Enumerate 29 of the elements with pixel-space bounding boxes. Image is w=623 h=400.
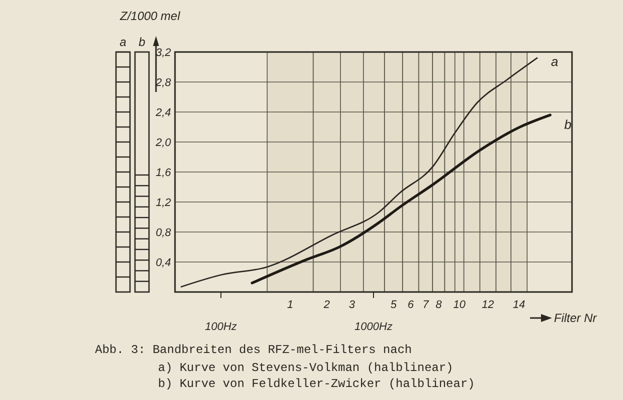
text: b) Kurve von Feldkeller-Zwicker (halblinear) xyxy=(158,377,475,391)
band-label: 12 xyxy=(482,299,494,311)
band-label: 5 xyxy=(390,299,398,311)
band-label: 8 xyxy=(436,299,443,311)
series-label: b xyxy=(564,117,572,132)
band-label: 3 xyxy=(348,299,356,311)
text: a xyxy=(551,54,558,69)
text: Abb. 3: Bandbreiten des RFZ-mel-Filters nach xyxy=(95,343,412,357)
x-tick-label: 1000Hz xyxy=(354,321,393,333)
y-tick-label: 2,8 xyxy=(154,77,172,89)
x-tick-label: 100Hz xyxy=(205,321,238,333)
legend-label: a xyxy=(120,35,127,49)
band-label: 2 xyxy=(322,299,330,311)
x-axis-title: Filter Nr xyxy=(554,311,598,325)
y-tick-label: 1,6 xyxy=(156,167,172,179)
y-tick-label: 2,0 xyxy=(154,137,172,149)
text: b xyxy=(138,35,146,49)
y-tick-label: 0,8 xyxy=(156,227,172,239)
y-tick-label: 3,2 xyxy=(156,47,171,59)
band-label: 10 xyxy=(453,299,466,311)
y-tick-label: 2,4 xyxy=(154,107,171,119)
band-label: 14 xyxy=(512,299,526,311)
y-tick-label: 1,2 xyxy=(156,197,171,209)
y-tick-label: 0,4 xyxy=(156,257,171,269)
band-label: 7 xyxy=(422,299,430,311)
y-axis-title: Z/1000 mel xyxy=(118,9,180,23)
band-label: 6 xyxy=(408,299,415,311)
band-label: 1 xyxy=(287,299,294,311)
text: a) Kurve von Stevens-Volkman (halblinear) xyxy=(158,361,454,375)
